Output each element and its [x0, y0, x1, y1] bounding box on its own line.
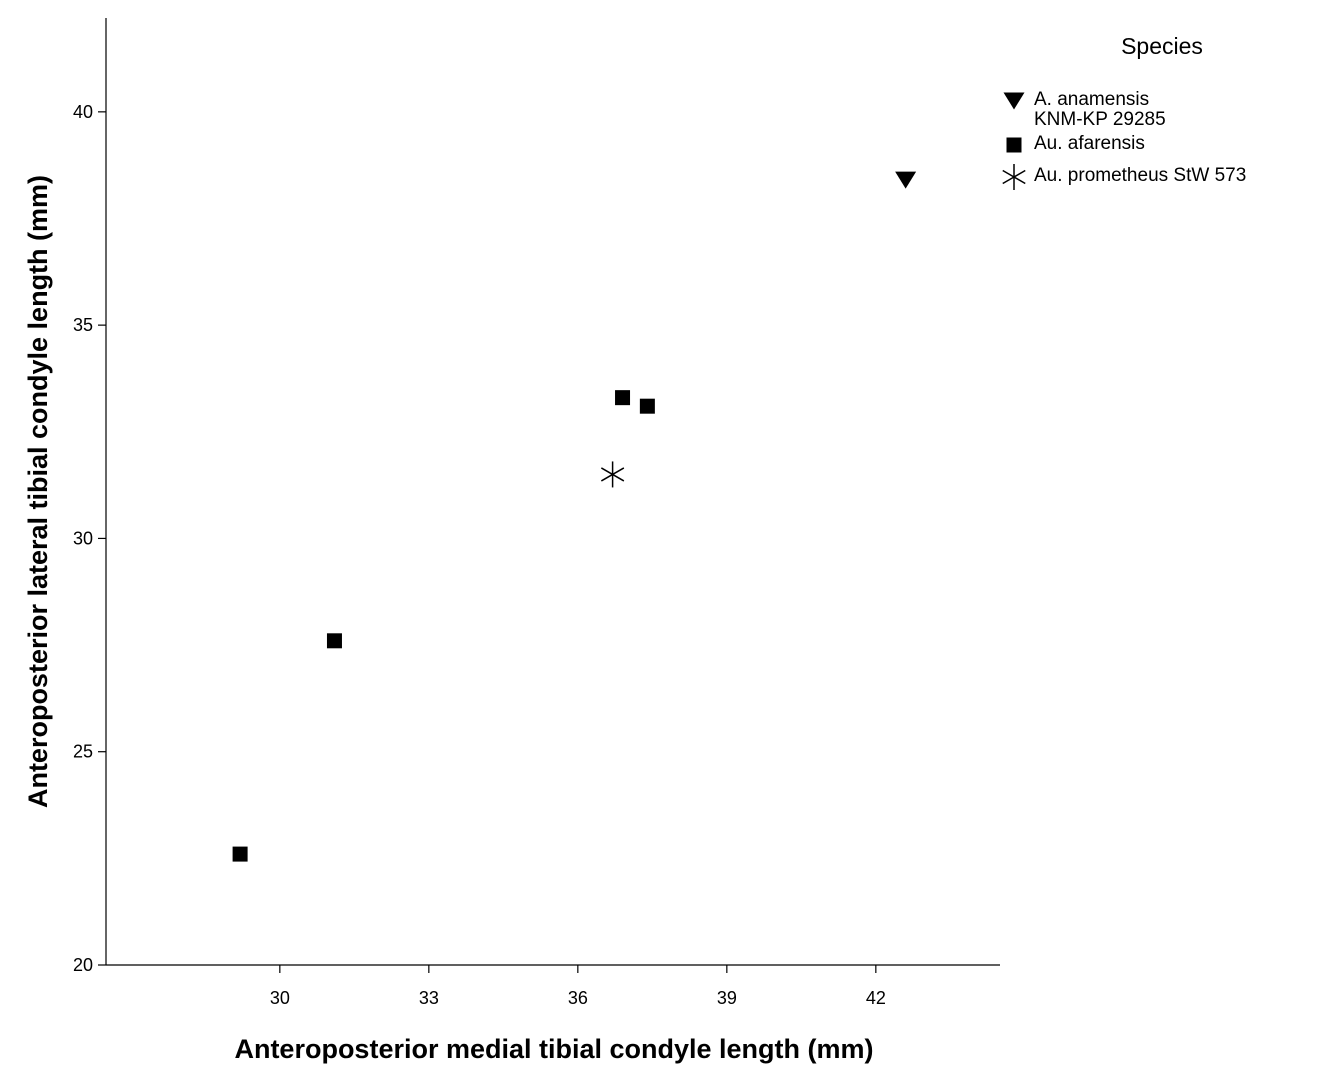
legend-marker-asterisk: [1002, 164, 1026, 190]
x-tick-label: 42: [866, 988, 886, 1008]
y-tick-label: 35: [73, 315, 93, 335]
y-tick-label: 25: [73, 742, 93, 762]
data-point-asterisk: [600, 461, 625, 488]
y-tick-label: 20: [73, 955, 93, 975]
legend-title: Species: [1121, 33, 1203, 59]
data-point-square: [326, 633, 342, 649]
plot-area: 30 33 36 39 42 20 25 30 35 40: [73, 18, 1000, 1008]
x-tick-label: 30: [270, 988, 290, 1008]
x-tick-label: 33: [419, 988, 439, 1008]
x-axis-title: Anteroposterior medial tibial condyle le…: [234, 1034, 873, 1064]
y-axis-ticks: 20 25 30 35 40: [73, 102, 106, 975]
legend-label: Au. afarensis: [1034, 133, 1145, 154]
y-tick-label: 40: [73, 102, 93, 122]
legend-marker-square: [1006, 137, 1022, 153]
data-point-square: [232, 846, 248, 862]
data-points: [232, 171, 917, 862]
legend-marker-triangle-down: [1003, 92, 1025, 110]
data-point-square: [639, 398, 655, 414]
data-point-square: [615, 390, 631, 406]
y-tick-label: 30: [73, 528, 93, 548]
legend-label: KNM-KP 29285: [1034, 109, 1166, 130]
data-point-triangle-down: [895, 171, 917, 189]
x-tick-label: 36: [568, 988, 588, 1008]
x-axis-ticks: 30 33 36 39 42: [270, 965, 886, 1008]
legend-label: A. anamensis: [1034, 89, 1149, 110]
legend-label: Au. prometheus StW 573: [1034, 165, 1246, 186]
y-axis-title: Anteroposterior lateral tibial condyle l…: [23, 175, 53, 808]
x-tick-label: 39: [717, 988, 737, 1008]
